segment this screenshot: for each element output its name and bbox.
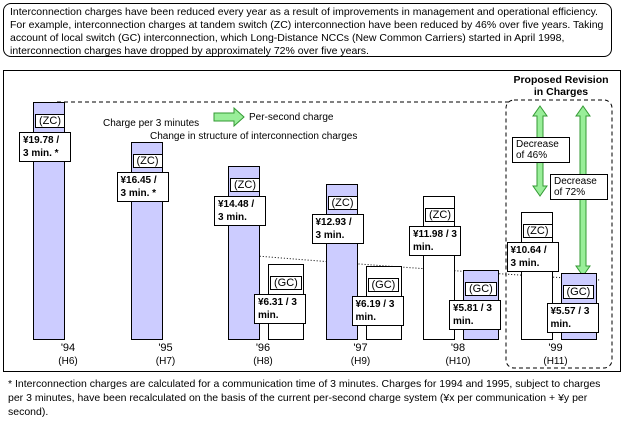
series-tag: (ZC) [230, 177, 260, 192]
x-tick-label: '96 [255, 342, 271, 354]
value-label: ¥19.78 / 3 min. * [19, 132, 71, 163]
value-label: ¥5.81 / 3 min. [449, 300, 501, 331]
annotation: Proposed Revision in Charges [513, 74, 609, 98]
x-tick-sublabel: (H9) [350, 356, 371, 367]
series-tag: (GC) [270, 276, 302, 291]
intro-text: Interconnection charges have been reduce… [3, 3, 612, 57]
value-label: ¥12.93 / 3 min. [311, 214, 364, 245]
x-tick-label: '97 [353, 342, 368, 354]
x-tick-sublabel: (H7) [155, 356, 176, 367]
annotation: Per-second charge [249, 112, 334, 123]
value-label: ¥5.57 / 3 min. [546, 302, 599, 333]
value-label: ¥6.19 / 3 min. [351, 295, 404, 326]
footnote: * Interconnection charges are calculated… [8, 378, 601, 418]
value-label: ¥16.45 / 3 min. * [116, 172, 169, 203]
value-label: ¥6.31 / 3 min. [254, 294, 306, 325]
x-tick-label: '99 [548, 342, 563, 354]
series-tag: (ZC) [425, 207, 455, 222]
series-tag: (GC) [367, 277, 400, 292]
x-tick-label: '98 [450, 342, 466, 354]
series-tag: (GC) [465, 282, 497, 297]
series-tag: (ZC) [522, 224, 553, 238]
annotation: Change in structure of interconnection c… [150, 131, 358, 142]
x-tick-sublabel: (H6) [58, 356, 78, 367]
chart-frame [3, 70, 621, 372]
x-tick-sublabel: (H10) [445, 356, 471, 367]
series-tag: (ZC) [35, 114, 65, 129]
annotation: Decrease of 46% [512, 137, 570, 163]
x-tick-sublabel: (H8) [253, 356, 273, 367]
value-label: ¥11.98 / 3 min. [409, 225, 461, 256]
x-tick-label: '95 [158, 342, 173, 354]
value-label: ¥14.48 / 3 min. [214, 195, 266, 226]
series-tag: (GC) [562, 284, 595, 299]
annotation: Decrease of 72% [550, 174, 608, 200]
value-label: ¥10.64 / 3 min. [506, 242, 559, 272]
annotation: Charge per 3 minutes [103, 118, 200, 129]
series-tag: (ZC) [327, 196, 358, 211]
series-tag: (ZC) [132, 154, 163, 169]
x-tick-label: '94 [60, 342, 76, 354]
x-tick-sublabel: (H11) [543, 356, 568, 367]
